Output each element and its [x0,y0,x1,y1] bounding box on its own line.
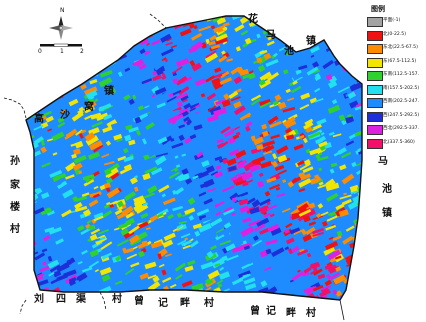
legend-label: 东(67.5-112.5) [383,58,417,64]
legend-label: 北(0-22.5) [383,31,406,37]
legend-label: 北(337.5-360) [383,139,415,145]
north-arrow: N [49,7,73,40]
legend-item: 北(337.5-360) [367,138,423,149]
label-liusiqu-3: 渠 [75,292,87,305]
aspect-raster [26,16,362,300]
label-zengjipan-right-2: 记 [266,305,276,317]
south-dashed-boundary [99,291,107,311]
label-zengjipan-left-4: 村 [204,296,214,309]
legend-swatch [367,17,383,27]
southwest-dashed-boundary [19,299,27,315]
legend-swatch [367,30,383,41]
scale-tick-2: 2 [80,48,84,55]
label-gaoshawo-3: 窝 [84,100,94,113]
legend: 图例 平面(-1) 北(0-22.5) 东北(22.5-67.5) 东(67.5-11… [367,4,423,156]
label-sunjialou-4: 村 [10,222,20,235]
label-liusiqu-2: 四 [56,293,66,305]
label-gaoshawo-1: 高 [34,112,44,125]
label-huamachi-top-2: 马 [266,29,276,41]
label-gaoshawo-4: 镇 [104,84,114,97]
legend-item: 西北(292.5-337. [367,124,423,135]
label-liusiqu-4: 村 [112,292,122,305]
scale-bar: 0 1 2 [38,43,84,55]
label-sunjialou-1: 孙 [10,154,20,167]
label-zengjipan-left-2: 记 [158,297,168,309]
legend-swatch [367,71,383,81]
legend-item: 平面(-1) [367,16,423,27]
legend-swatch [367,138,383,149]
north-label: N [60,7,65,14]
legend-swatch [367,111,383,122]
legend-label: 西(247.5-292.5) [383,112,420,118]
legend-item: 西(247.5-292.5) [367,111,423,122]
legend-swatch [367,44,383,54]
legend-swatch [367,125,383,135]
label-huamachi-top-3: 池 [284,44,294,57]
label-zengjipan-left-1: 曾 [134,294,144,307]
legend-swatch [367,57,383,68]
legend-item: 南(157.5-202.5) [367,84,423,95]
label-zengjipan-right-3: 畔 [286,306,296,319]
label-huamachi-top-1: 花 [248,12,258,25]
label-liusiqu-1: 刘 [34,292,44,305]
top-dashed-boundary [149,13,167,29]
legend-item: 东(67.5-112.5) [367,57,423,68]
label-zengjipan-right-4: 村 [306,306,316,319]
west-dashed-boundary [3,97,27,119]
legend-title: 图例 [371,5,385,13]
legend-label: 南(157.5-202.5) [383,85,420,91]
label-sunjialou-2: 家 [10,178,21,191]
village-boundary [25,15,363,301]
legend-label: 西北(292.5-337. [383,126,420,131]
label-huamachi-right-2: 马 [378,155,388,167]
label-gaoshawo-2: 沙 [60,109,70,121]
label-zengjipan-left-3: 畔 [180,296,190,309]
scale-tick-1: 1 [60,48,64,55]
legend-swatch [367,84,383,95]
southeast-boundary [339,299,345,321]
legend-item: 东北(22.5-67.5) [367,43,423,54]
legend-item: 北(0-22.5) [367,30,423,41]
legend-label: 东南(112.5-157. [383,72,420,77]
label-huamachi-right-4: 镇 [382,206,392,219]
label-sunjialou-3: 楼 [10,200,20,213]
label-huamachi-top-4: 镇 [306,34,316,47]
legend-item: 东南(112.5-157. [367,70,423,81]
legend-label: 东北(22.5-67.5) [383,45,418,50]
scale-tick-0: 0 [38,48,42,55]
legend-label: 西南(202.5-247. [383,99,420,104]
legend-item: 西南(202.5-247. [367,97,423,108]
label-zengjipan-right-1: 曾 [250,304,260,317]
legend-label: 平面(-1) [383,18,401,23]
legend-swatch [367,98,383,108]
label-huamachi-right-3: 池 [382,182,392,195]
